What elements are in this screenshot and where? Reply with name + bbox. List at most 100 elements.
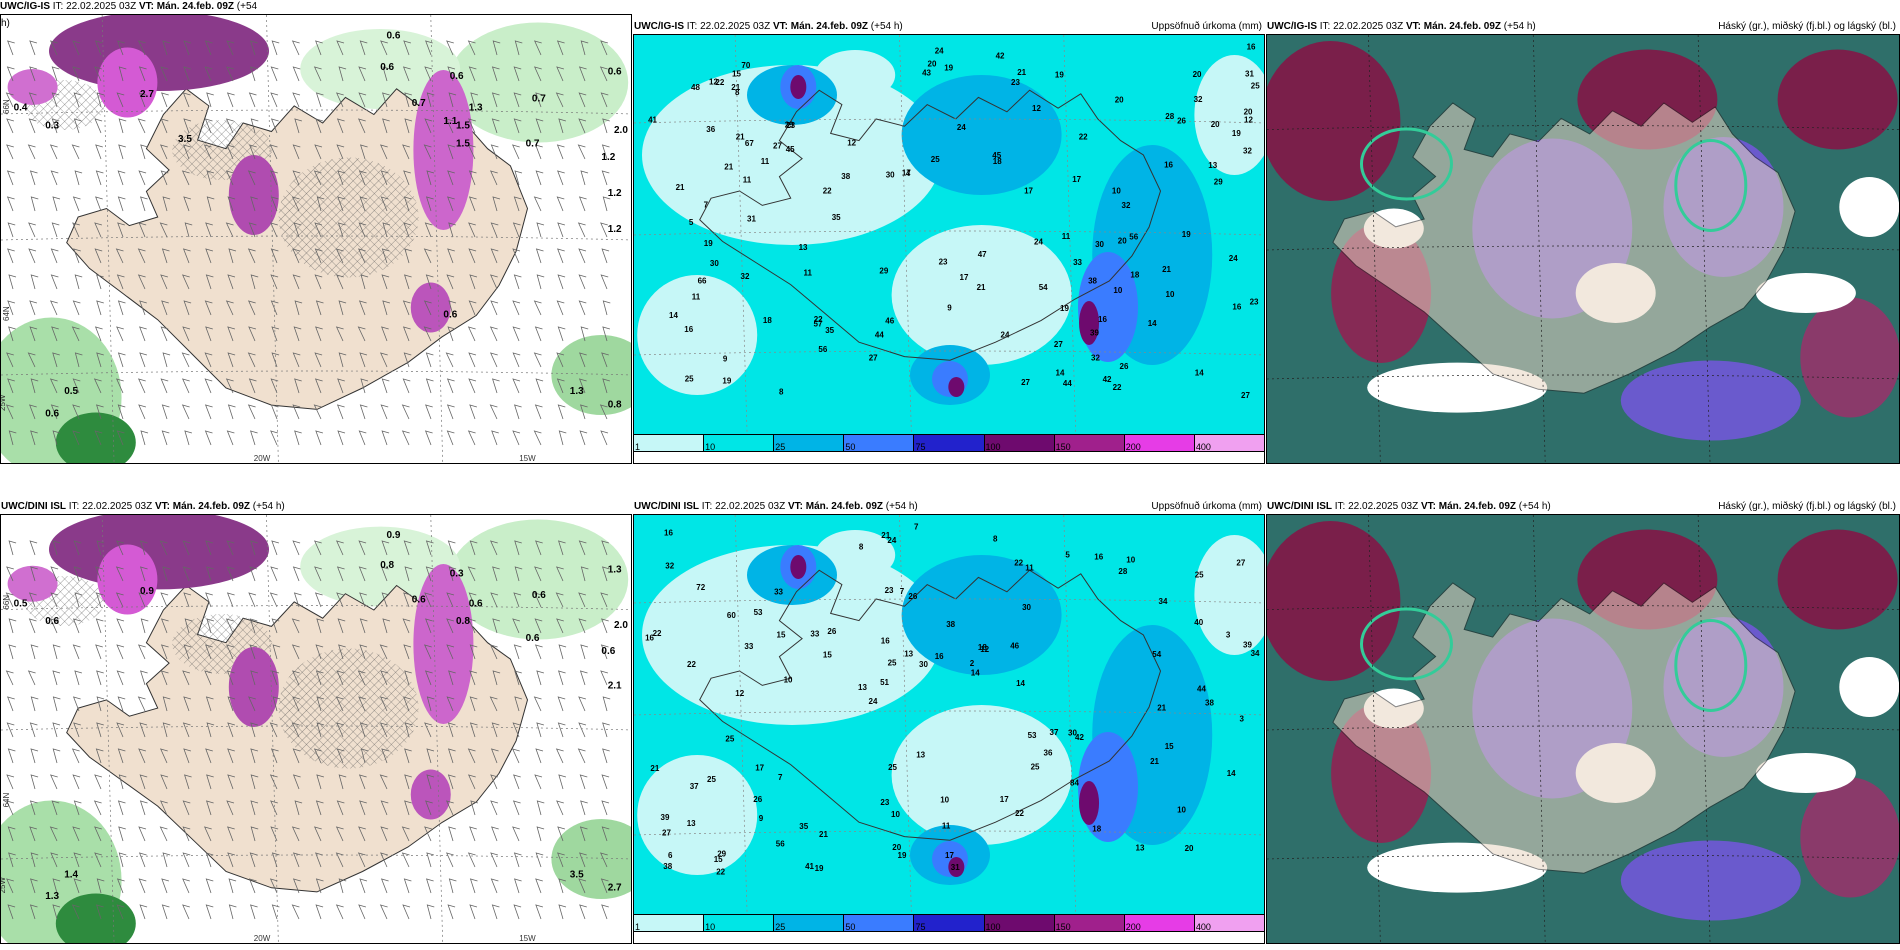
graticule [634, 35, 1264, 436]
precip-value-label: 18 [1092, 825, 1101, 834]
cloud-value-label: 0.6 [608, 67, 622, 78]
precip-value-label: 33 [810, 630, 819, 639]
panel-vt: Mán. 24.feb. 09Z [1423, 21, 1501, 32]
precip-value-label: 28 [1165, 112, 1174, 121]
precip-value-label: 2 [970, 659, 975, 668]
panel-vt: Mán. 24.feb. 09Z [172, 501, 250, 512]
precip-value-label: 22 [1113, 383, 1122, 392]
colorbar-segment: 150 [1054, 915, 1125, 932]
cloud-layers-map [1267, 515, 1899, 943]
precip-value-label: 13 [916, 751, 925, 760]
panel-it: IT: 22.02.2025 03Z [52, 1, 137, 12]
precip-value-label: 20 [1244, 108, 1253, 117]
precip-value-label: 39 [1090, 329, 1099, 338]
panel-lead: (+54 [236, 1, 258, 12]
panel-vt-label: VT: [1420, 501, 1436, 512]
precip-value-label: 21 [676, 183, 685, 192]
precip-value-label: 11 [743, 176, 752, 185]
cloud-value-label: 0.6 [45, 409, 59, 420]
precip-value-label: 70 [741, 61, 750, 70]
precip-value-label: 30 [1068, 729, 1077, 738]
colorbar-tick-label: 100 [985, 442, 1001, 452]
precip-value-label: 10 [940, 795, 949, 804]
precip-value-label: 12 [1244, 116, 1253, 125]
colorbar-segment: 25 [774, 435, 845, 452]
precip-value-label: 38 [1088, 277, 1097, 286]
lat-label: 25W [1, 877, 7, 894]
panel-vt: Mán. 24.feb. 09Z [790, 21, 868, 32]
cloud-value-label: 3.5 [570, 870, 584, 881]
precip-value-label: 35 [832, 213, 841, 222]
precip-value-label: 12 [709, 77, 718, 86]
colorbar-tick-label: 200 [1125, 442, 1141, 452]
precip-value-label: 39 [661, 813, 670, 822]
precip-value-label: 54 [1152, 650, 1161, 659]
colorbar-segment: 10 [704, 435, 775, 452]
precip-value-label: 16 [935, 652, 944, 661]
precip-value-label: 41 [805, 862, 814, 871]
colorbar-segment: 75 [914, 915, 985, 932]
cloud-value-label: 1.3 [570, 386, 584, 397]
panel-model: UWC/DINI ISL [1, 501, 66, 512]
precip-value-label: 17 [902, 169, 911, 178]
colorbar-tick-label: 50 [845, 442, 856, 452]
precip-value-label: 56 [776, 839, 785, 848]
precip-value-label: 22 [653, 629, 662, 638]
precip-value-label: 20 [1211, 120, 1220, 129]
precip-map: 2022252430292338252627971242722434534051… [634, 515, 1264, 916]
cloud-value-label: 0.3 [45, 121, 59, 132]
precip-value-label: 37 [1050, 728, 1059, 737]
precip-value-label: 30 [1095, 240, 1104, 249]
colorbar-segment: 200 [1124, 915, 1195, 932]
axis-labels: 20W 15W 25W 66N 64N [1, 99, 536, 463]
precip-value-label: 21 [650, 764, 659, 773]
iceland-outline [699, 569, 1162, 841]
precip-value-label: 38 [663, 862, 672, 871]
cloud-value-label: 0.6 [526, 633, 540, 644]
lon-label: 15W [519, 454, 536, 463]
precip-value-label: 25 [707, 775, 716, 784]
precip-value-label: 20 [1193, 70, 1202, 79]
map-panel-cloud-bottom: 0.9 0.8 0.3 0.6 0.6 0.6 0.8 0.9 2.0 0.6 2.1 0.6 1.3 1… [0, 514, 632, 944]
precip-value-label: 27 [1241, 391, 1250, 400]
precip-value-label: 28 [1118, 567, 1127, 576]
lat-label: 66N [2, 99, 11, 114]
cloud-value-label: 1.5 [456, 139, 470, 150]
precip-value-label: 12 [980, 645, 989, 654]
colorbar-tick-label: 150 [1055, 922, 1071, 932]
precip-value-label: 14 [1016, 679, 1025, 688]
precip-value-label: 21 [1150, 757, 1159, 766]
colorbar-segment: 150 [1054, 435, 1125, 452]
cloud-value-label: 0.8 [608, 400, 622, 411]
precip-value-label: 40 [1194, 618, 1203, 627]
hatched-cloud-areas [24, 80, 419, 278]
precip-value-label: 26 [908, 592, 917, 601]
precip-value-label: 42 [996, 51, 1005, 60]
wind-barbs [5, 40, 611, 446]
panel-title-6: UWC/DINI ISL IT: 22.02.2025 03Z VT: Mán.… [1267, 500, 1898, 514]
graticule [1267, 35, 1899, 463]
precip-value-label: 25 [888, 658, 897, 667]
precip-value-label: 33 [774, 587, 783, 596]
graticule [1267, 515, 1899, 943]
precip-value-label: 9 [723, 355, 728, 364]
panel-title-5: UWC/DINI ISL IT: 22.02.2025 03Z VT: Mán.… [634, 500, 1264, 514]
panel-vt-label: VT: [772, 21, 788, 32]
precip-value-label: 27 [1054, 340, 1063, 349]
precip-value-label: 7 [778, 773, 783, 782]
precip-value-label: 12 [847, 139, 856, 148]
precip-value-label: 18 [978, 643, 987, 652]
precip-value-label: 25 [1251, 82, 1260, 91]
precip-value-label: 38 [841, 172, 850, 181]
cloud-value-label: 0.5 [14, 599, 28, 610]
light-precip-areas [637, 530, 1264, 875]
cloud-value-label: 0.3 [450, 569, 464, 580]
precip-value-label: 17 [1024, 187, 1033, 196]
colorbar-segment: 100 [984, 435, 1055, 452]
precip-value-label: 3 [1240, 715, 1245, 724]
precip-value-label: 29 [785, 120, 794, 129]
cloud-value-label: 1.2 [601, 152, 615, 163]
precip-value-label: 44 [1197, 685, 1206, 694]
precip-value-label: 19 [1055, 71, 1064, 80]
precip-value-label: 42 [1075, 733, 1084, 742]
